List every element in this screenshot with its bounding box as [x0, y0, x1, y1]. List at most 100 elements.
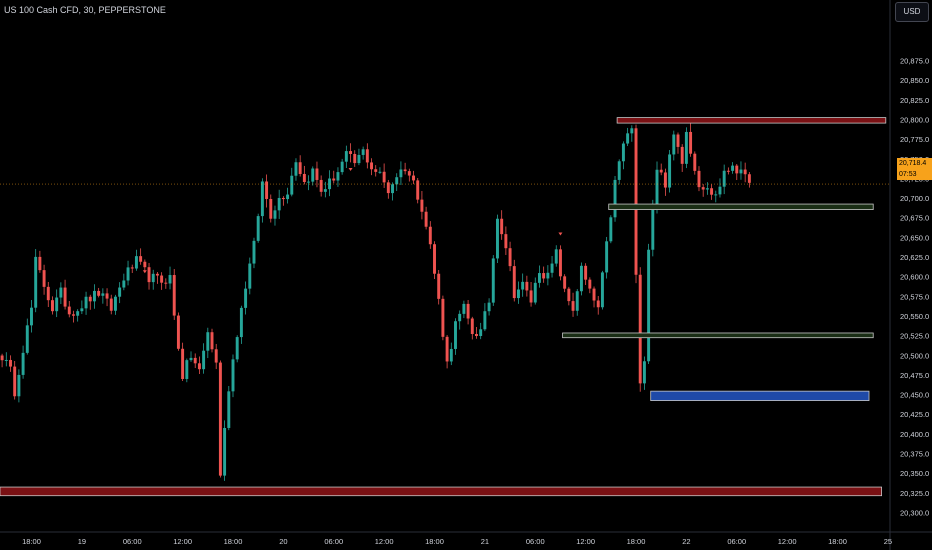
- time-tick-label: 12:00: [576, 537, 595, 546]
- price-tick-label: 20,500.0: [900, 351, 929, 360]
- candle-body: [323, 189, 327, 192]
- price-tick-label: 20,475.0: [900, 371, 929, 380]
- candle-body: [718, 186, 722, 195]
- chart-title: US 100 Cash CFD, 30, PEPPERSTONE: [4, 5, 166, 15]
- candle-body: [227, 391, 231, 428]
- candle-body: [374, 169, 378, 172]
- candle-body: [118, 287, 122, 297]
- candle-body: [500, 218, 504, 235]
- candle-body: [9, 359, 12, 367]
- candle-body: [684, 131, 688, 164]
- candle-body: [596, 300, 600, 308]
- candle-body: [218, 362, 222, 476]
- candle-body: [143, 261, 147, 268]
- candle-body: [290, 175, 294, 195]
- price-tick-label: 20,300.0: [900, 509, 929, 518]
- candle-body: [67, 306, 71, 315]
- candle-body: [433, 244, 436, 274]
- price-tick-label: 20,325.0: [900, 489, 929, 498]
- candle-body: [336, 172, 340, 181]
- candle-body: [370, 162, 374, 170]
- time-tick-label: 12:00: [375, 537, 394, 546]
- candle-body: [80, 308, 84, 312]
- candle-body: [550, 263, 554, 273]
- candle-body: [109, 298, 113, 311]
- candle-body: [126, 267, 130, 281]
- candle-body: [668, 154, 672, 188]
- candle-body: [462, 303, 466, 314]
- candle-body: [563, 276, 567, 289]
- candle-body: [97, 290, 101, 296]
- candle-body: [181, 348, 185, 379]
- candle-body: [638, 274, 642, 384]
- candle-body: [399, 169, 403, 178]
- candle-body: [30, 307, 33, 326]
- price-tick-label: 20,575.0: [900, 292, 929, 301]
- candle-body: [256, 216, 260, 241]
- candle-body: [88, 296, 92, 302]
- candle-body: [206, 332, 210, 351]
- candle-body: [214, 349, 218, 363]
- candle-body: [349, 151, 353, 154]
- price-tick-label: 20,375.0: [900, 450, 929, 459]
- candle-body: [155, 273, 159, 276]
- candle-body: [621, 143, 625, 162]
- candle-body: [328, 178, 332, 190]
- signal-marker: [348, 168, 353, 172]
- candle-body: [428, 226, 432, 245]
- candle-body: [210, 332, 214, 350]
- candle-body: [470, 318, 474, 334]
- candle-body: [51, 300, 54, 312]
- candle-body: [504, 234, 508, 249]
- time-tick-label: 18:00: [425, 537, 444, 546]
- candle-body: [533, 282, 537, 303]
- candle-body: [466, 303, 470, 319]
- last-price-value: 20,718.4: [899, 160, 927, 167]
- candle-body: [160, 275, 164, 283]
- candle-body: [340, 161, 344, 173]
- candle-body: [747, 174, 751, 183]
- candle-body: [4, 359, 8, 361]
- candle-body: [642, 361, 646, 384]
- candle-body: [34, 256, 38, 308]
- candle-body: [130, 267, 134, 269]
- price-tick-label: 20,425.0: [900, 410, 929, 419]
- price-tick-label: 20,800.0: [900, 115, 929, 124]
- candle-body: [735, 165, 739, 174]
- currency-button[interactable]: USD: [895, 2, 929, 22]
- candle-body: [46, 286, 50, 301]
- candle-body: [134, 256, 138, 269]
- candle-body: [332, 178, 336, 181]
- candle-body: [542, 273, 546, 279]
- candle-body: [605, 241, 609, 273]
- candle-body: [147, 267, 151, 283]
- candle-body: [617, 161, 621, 180]
- candle-body: [496, 218, 499, 259]
- price-tick-label: 20,850.0: [900, 76, 929, 85]
- candle-body: [676, 134, 680, 147]
- candle-body: [231, 359, 235, 392]
- candle-body: [122, 280, 126, 288]
- price-tick-label: 20,825.0: [900, 96, 929, 105]
- time-tick-label: 19: [78, 537, 86, 546]
- candle-body: [584, 265, 588, 280]
- candle-body: [739, 169, 743, 174]
- time-tick-label: 18:00: [224, 537, 243, 546]
- time-tick-label: 20: [279, 537, 287, 546]
- candle-body: [76, 311, 80, 316]
- candle-body: [59, 287, 63, 298]
- candle-body: [38, 256, 42, 271]
- price-tick-label: 20,700.0: [900, 194, 929, 203]
- candle-body: [197, 363, 201, 370]
- signal-marker: [142, 270, 147, 274]
- candle-body: [626, 133, 630, 144]
- candle-body: [508, 248, 512, 267]
- candle-body: [92, 290, 96, 302]
- candle-body: [710, 188, 714, 195]
- candle-body: [260, 181, 264, 217]
- candle-body: [512, 266, 516, 299]
- candle-body: [655, 169, 659, 209]
- price-tick-label: 20,625.0: [900, 253, 929, 262]
- candle-body: [25, 325, 29, 353]
